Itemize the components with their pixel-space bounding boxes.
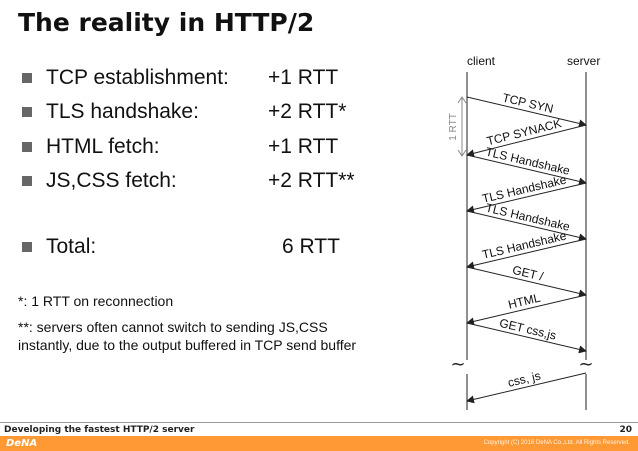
dena-logo: DeNA	[6, 438, 38, 449]
message-label: TLS Handshake	[481, 172, 568, 205]
message-label: TCP SYN	[501, 90, 555, 115]
footer-accent-bar	[0, 436, 638, 451]
footer-title: Developing the fastest HTTP/2 server	[4, 425, 195, 435]
message-arrow	[466, 238, 587, 270]
message-html: HTML	[466, 291, 587, 326]
message-arrow	[466, 372, 587, 404]
message-css-js: css, js	[466, 369, 587, 404]
message-label: TLS Handshake	[484, 201, 571, 234]
footnote-buffer-line2: instantly, due to the output buffered in…	[18, 337, 357, 353]
slide-title: The reality in HTTP/2	[18, 8, 315, 37]
client-label: client	[467, 54, 496, 68]
bullet-square-icon	[22, 73, 32, 83]
message-get-root: GET /	[466, 263, 587, 298]
message-arrow	[466, 96, 587, 128]
footer-divider	[0, 422, 638, 423]
footnote-reconnection: *: 1 RTT on reconnection	[18, 293, 174, 309]
bullet-square-icon	[22, 142, 32, 152]
message-label: HTML	[507, 291, 542, 312]
message-label: GET css,js	[498, 316, 557, 343]
message-get-css-js: GET css,js	[466, 316, 587, 354]
message-label: TCP SYNACK	[485, 116, 563, 148]
message-label: css, js	[506, 369, 542, 390]
bullet-label: HTML fetch:	[46, 135, 160, 158]
message-tls-handshake-2: TLS Handshake	[466, 172, 587, 214]
message-arrow	[466, 154, 587, 186]
message-arrow	[466, 210, 587, 242]
page-number: 20	[619, 425, 632, 435]
bullet-value: +1 RTT	[268, 135, 339, 158]
bullet-label: JS,CSS fetch:	[46, 169, 177, 192]
copyright-notice: Copyright (C) 2016 DeNA Co.,Ltd. All Rig…	[483, 440, 630, 446]
message-label: TLS Handshake	[484, 145, 571, 178]
message-tcp-syn: TCP SYN	[466, 90, 587, 128]
rtt-bracket: 1 RTT	[448, 96, 467, 157]
rtt-label: 1 RTT	[448, 113, 459, 141]
bullet-label: TLS handshake:	[46, 100, 199, 123]
message-label: TLS Handshake	[481, 228, 568, 261]
server-label: server	[567, 54, 600, 68]
message-arrow	[466, 266, 587, 298]
bullet-label: TCP establishment:	[46, 66, 229, 89]
bullet-value: +2 RTT*	[268, 100, 347, 123]
bullet-label: Total:	[46, 235, 97, 258]
bullet-square-icon	[22, 176, 32, 186]
message-label: GET /	[511, 263, 545, 284]
bullet-value: 6 RTT	[282, 235, 340, 258]
bullet-value: +1 RTT	[268, 66, 339, 89]
bullet-square-icon	[22, 242, 32, 252]
client-break-symbol: ~	[450, 354, 465, 375]
bullet-square-icon	[22, 107, 32, 117]
message-tls-handshake-4: TLS Handshake	[466, 228, 587, 270]
message-tcp-synack: TCP SYNACK	[466, 116, 587, 158]
footnote-buffer-line1: **: servers often cannot switch to sendi…	[18, 319, 328, 335]
message-arrow	[466, 124, 587, 158]
server-break-symbol: ~	[578, 354, 593, 375]
bullet-value: +2 RTT**	[268, 169, 355, 192]
message-arrow	[466, 322, 587, 354]
message-arrow	[466, 294, 587, 326]
message-arrow	[466, 182, 587, 214]
